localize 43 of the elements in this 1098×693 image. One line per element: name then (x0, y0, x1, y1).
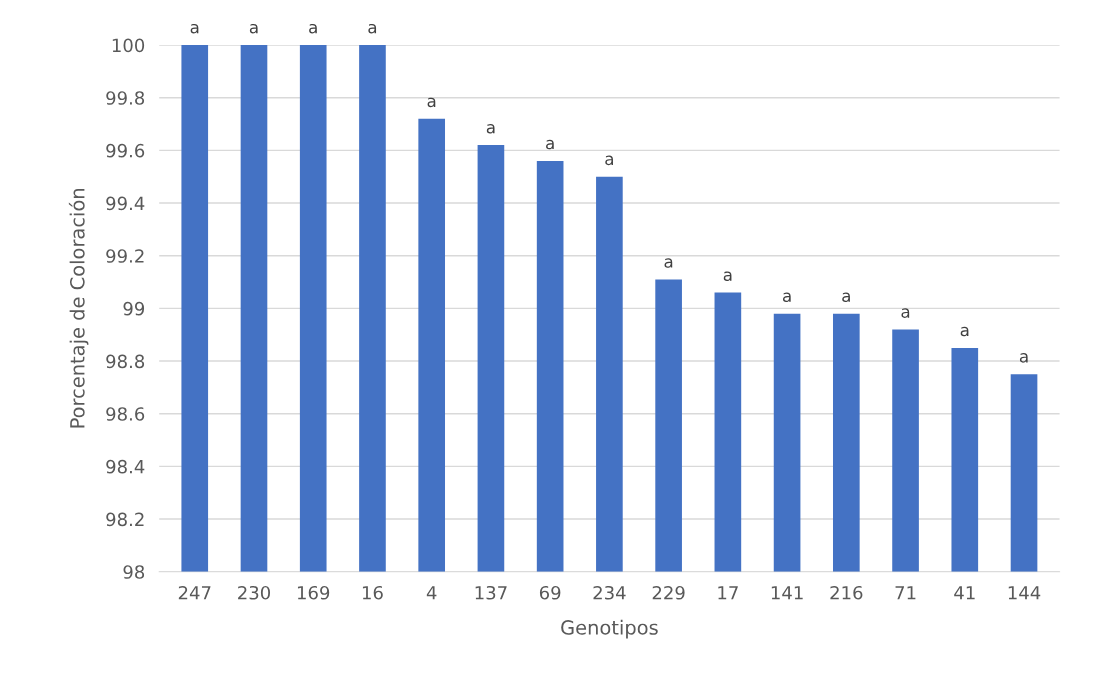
data-label: a (368, 23, 377, 34)
y-tick-label: 98.2 (106, 512, 144, 527)
x-tick-label: 230 (238, 585, 271, 600)
x-tick-label: 216 (830, 585, 863, 600)
y-tick-label: 100 (112, 38, 145, 53)
x-tick-label: 169 (297, 585, 330, 600)
data-label: a (546, 139, 554, 150)
x-tick-label: 234 (593, 585, 626, 600)
data-label: a (190, 23, 199, 34)
x-tick-label: 137 (475, 585, 507, 600)
y-tick-label: 99.2 (106, 249, 144, 263)
data-label: a (605, 155, 613, 166)
data-label: a (427, 97, 436, 108)
x-tick-label: 71 (895, 586, 916, 600)
x-tick-label: 141 (771, 586, 803, 600)
data-label: a (723, 271, 732, 282)
y-tick-label: 98.8 (106, 354, 145, 369)
y-tick-label: 98.4 (106, 459, 145, 474)
data-label: a (486, 123, 495, 134)
x-tick-label: 69 (539, 585, 561, 600)
data-label: a (664, 258, 673, 268)
y-tick-label: 98.6 (106, 407, 145, 421)
y-tick-label: 99.8 (106, 91, 145, 105)
data-label: a (249, 23, 258, 34)
x-tick-label: 16 (362, 585, 383, 600)
x-tick-label: 17 (718, 586, 738, 600)
x-tick-label: 144 (1008, 586, 1041, 600)
data-label: a (1019, 353, 1028, 363)
data-label: a (842, 292, 850, 303)
x-tick-label: 41 (954, 586, 975, 600)
y-tick-label: 99.4 (106, 196, 145, 211)
data-label: a (901, 308, 910, 318)
y-tick-label: 98 (123, 565, 145, 579)
x-tick-label: 247 (178, 585, 211, 600)
y-tick-label: 99 (123, 301, 145, 316)
x-tick-label: 229 (652, 585, 685, 600)
x-tick-label: 4 (426, 586, 437, 600)
data-label: a (309, 23, 317, 34)
x-axis-title: Genotipos (561, 619, 658, 639)
y-axis-title: Porcentaje de Coloración (68, 189, 89, 428)
y-tick-label: 99.6 (106, 143, 145, 158)
data-label: a (960, 326, 969, 337)
data-label: a (782, 292, 791, 303)
